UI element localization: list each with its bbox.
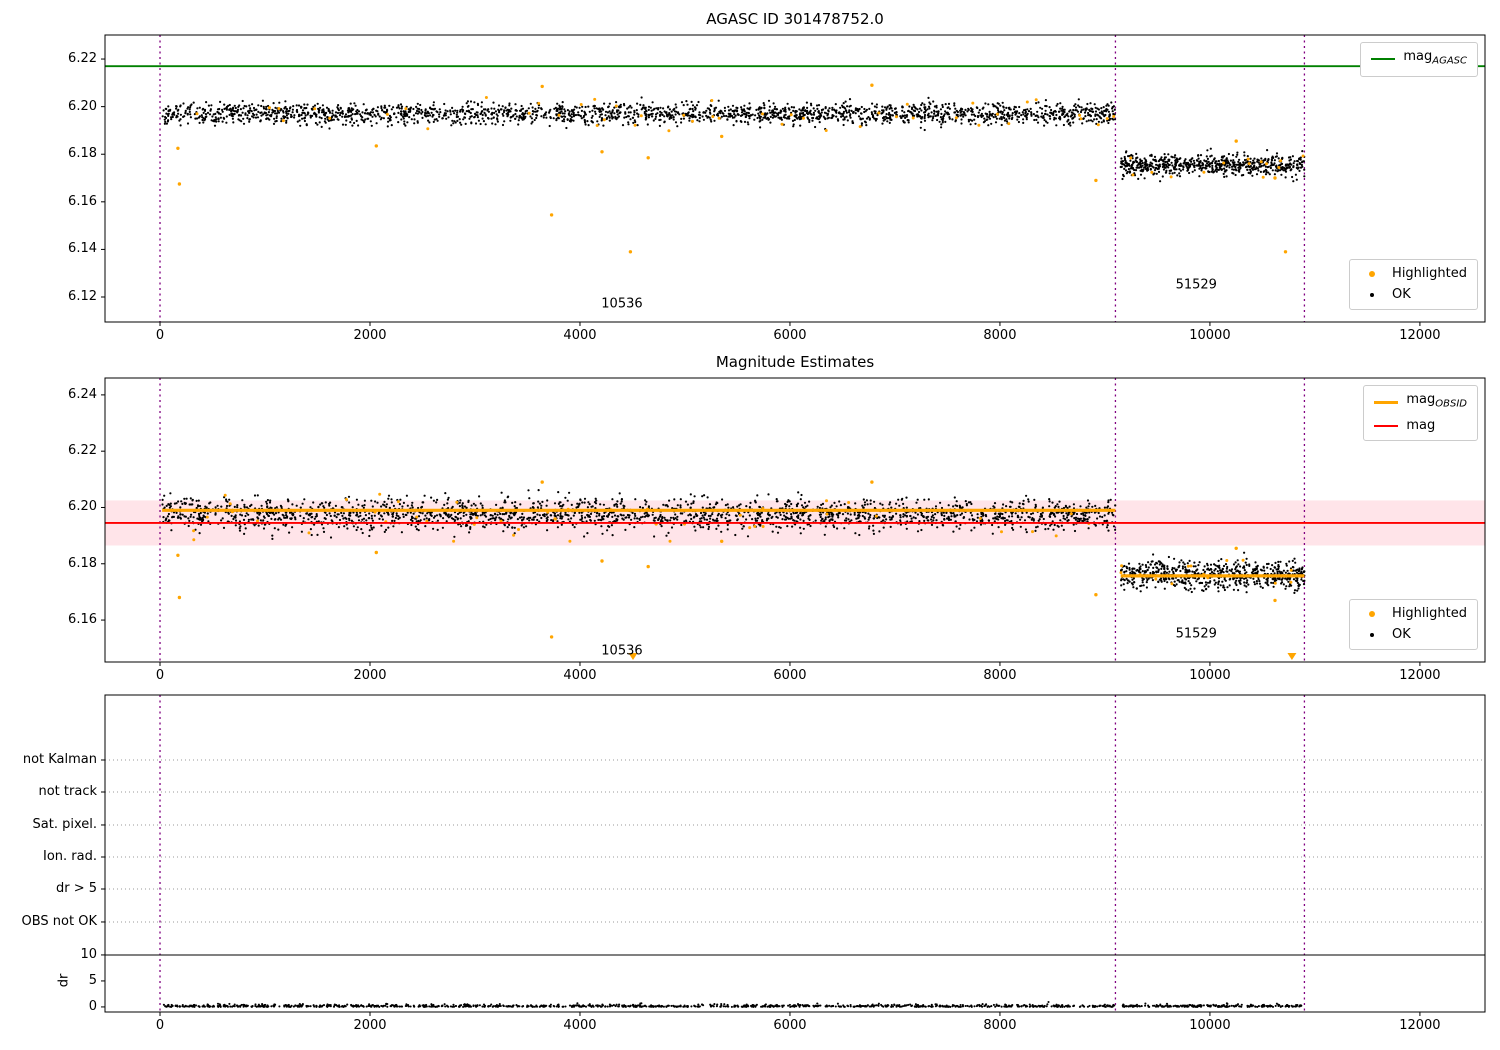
flag-label: dr > 5 xyxy=(55,881,97,896)
clipped-outlier-marker xyxy=(1287,653,1297,660)
legend-label: Highlighted xyxy=(1392,266,1467,281)
y-tick-label: 6.18 xyxy=(68,146,97,162)
legend-label: Highlighted xyxy=(1392,606,1467,621)
x-tick-label: 8000 xyxy=(983,668,1017,683)
ok-points xyxy=(161,489,1306,595)
obsid-annotation: 51529 xyxy=(1175,277,1217,293)
x-tick-label: 0 xyxy=(155,1018,165,1033)
axis-ticks xyxy=(159,1012,1421,1016)
legend-item: magAGASC xyxy=(1371,49,1467,70)
dr-tick-label: 10 xyxy=(80,946,97,962)
flag-axis-ticks xyxy=(101,759,105,1008)
y-tick-label: 6.22 xyxy=(68,443,97,459)
dr-points xyxy=(162,1000,1303,1008)
legend: Highlighted OK xyxy=(1349,259,1478,310)
legend-label: magOBSID xyxy=(1406,392,1467,410)
legend-item: OK xyxy=(1360,627,1467,643)
legend-label-subscript: AGASC xyxy=(1432,55,1467,67)
legend-label: OK xyxy=(1392,627,1411,642)
obsid-boundary-lines xyxy=(159,35,1306,322)
x-tick-label: 10000 xyxy=(1189,328,1231,343)
x-tick-label: 10000 xyxy=(1189,668,1231,683)
flag-label: Sat. pixel. xyxy=(32,816,97,832)
legend-item: Highlighted xyxy=(1360,266,1467,282)
flag-label: not track xyxy=(38,784,97,799)
highlighted-outlier-points xyxy=(176,83,1288,254)
legend-label: mag xyxy=(1406,417,1436,433)
legend: magAGASC xyxy=(1360,42,1478,77)
y-tick-label: 6.20 xyxy=(68,98,97,114)
legend-item: OK xyxy=(1360,287,1467,303)
x-tick-label: 4000 xyxy=(563,668,597,683)
clipped-outlier-marker xyxy=(628,653,638,660)
dr-tick-label: 0 xyxy=(88,998,97,1014)
obsid-annotation: 51529 xyxy=(1175,626,1217,642)
y-tick-label: 6.16 xyxy=(68,193,97,209)
chart-title: AGASC ID 301478752.0 xyxy=(706,10,884,28)
legend-label: OK xyxy=(1392,287,1411,302)
legend-dot-sample xyxy=(1370,293,1375,297)
x-tick-label: 6000 xyxy=(773,1018,807,1033)
legend-item: Highlighted xyxy=(1360,606,1467,622)
x-tick-label: 12000 xyxy=(1399,1018,1441,1033)
legend-line-sample xyxy=(1374,424,1399,427)
x-tick-label: 12000 xyxy=(1399,328,1441,343)
ok-points xyxy=(161,96,1306,183)
axis-ticks xyxy=(101,58,1421,326)
flag-gridlines xyxy=(105,759,1485,923)
x-tick-label: 2000 xyxy=(353,668,387,683)
obsid-boundary-lines xyxy=(159,695,1306,1012)
legend: magOBSID mag xyxy=(1363,385,1478,441)
y-tick-label: 6.16 xyxy=(68,612,97,628)
legend-dot-sample xyxy=(1370,633,1375,637)
legend-item: mag xyxy=(1374,418,1467,434)
y-tick-label: 6.18 xyxy=(68,555,97,571)
axes-border xyxy=(104,34,1486,323)
legend-dot-sample xyxy=(1369,611,1376,617)
x-tick-label: 8000 xyxy=(983,1018,1017,1033)
x-tick-label: 10000 xyxy=(1189,1018,1231,1033)
flag-label: Ion. rad. xyxy=(43,848,97,864)
axis-ticks xyxy=(101,394,1421,666)
highlighted-points xyxy=(195,96,1305,179)
x-tick-label: 2000 xyxy=(353,328,387,343)
obsid-annotation: 10536 xyxy=(601,643,643,659)
legend-label: magAGASC xyxy=(1403,49,1467,67)
chart-title: Magnitude Estimates xyxy=(715,353,875,371)
y-tick-label: 6.20 xyxy=(68,499,97,515)
flag-label: OBS not OK xyxy=(21,913,98,929)
axes-border xyxy=(104,694,1486,1013)
dr-tick-label: 5 xyxy=(88,972,97,988)
y-tick-label: 6.12 xyxy=(68,289,97,304)
x-tick-label: 2000 xyxy=(353,1018,387,1033)
legend-item: magOBSID xyxy=(1374,392,1467,413)
legend-dot-sample xyxy=(1369,271,1376,277)
legend-line-sample xyxy=(1371,58,1396,61)
axes-border xyxy=(104,377,1486,663)
y-tick-label: 6.14 xyxy=(68,241,97,257)
obsid-boundary-lines xyxy=(159,378,1306,662)
legend-label-subscript: OBSID xyxy=(1435,398,1467,410)
dr-axis-label: dr xyxy=(56,973,72,988)
x-tick-label: 8000 xyxy=(983,328,1017,343)
legend: Highlighted OK xyxy=(1349,599,1478,650)
highlighted-outlier-points xyxy=(176,480,1277,639)
y-tick-label: 6.22 xyxy=(68,51,97,67)
flag-label: not Kalman xyxy=(22,751,97,767)
x-tick-label: 6000 xyxy=(773,328,807,343)
obsid-annotation: 10536 xyxy=(601,296,643,312)
x-tick-label: 6000 xyxy=(773,668,807,683)
x-tick-label: 0 xyxy=(155,668,165,683)
x-tick-label: 4000 xyxy=(563,1018,597,1033)
x-tick-label: 0 xyxy=(155,328,165,343)
y-tick-label: 6.24 xyxy=(68,386,97,402)
x-tick-label: 12000 xyxy=(1399,668,1441,683)
x-tick-label: 4000 xyxy=(563,328,597,343)
legend-line-sample xyxy=(1374,400,1399,404)
